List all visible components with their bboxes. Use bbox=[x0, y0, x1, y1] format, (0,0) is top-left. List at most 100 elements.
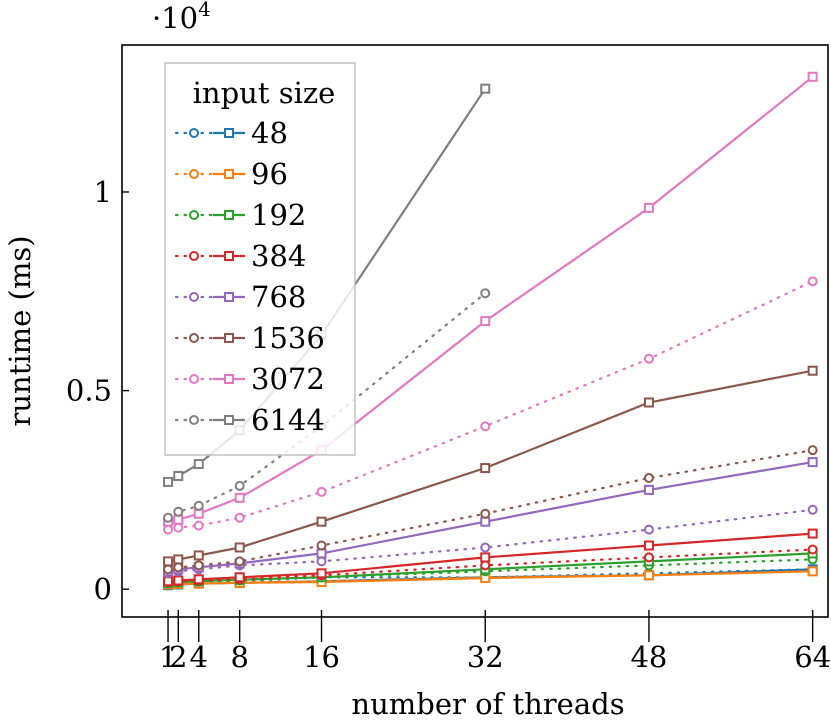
x-tick-label: 64 bbox=[794, 640, 831, 674]
x-tick-label: 4 bbox=[190, 640, 208, 674]
series-1536 bbox=[163, 365, 818, 575]
series-96-square-point bbox=[807, 566, 818, 577]
series-6144-square-point bbox=[193, 459, 204, 470]
series-3072-square-point bbox=[193, 508, 204, 519]
legend-square-marker bbox=[224, 251, 234, 261]
series-384-circle-point bbox=[480, 560, 491, 571]
series-1536-square-point bbox=[193, 550, 204, 561]
series-96-solid-line bbox=[167, 570, 813, 586]
legend-circle-marker bbox=[189, 374, 199, 384]
series-384-dotted-line bbox=[166, 548, 814, 584]
plot-frame bbox=[121, 44, 829, 618]
series-1536-square-point bbox=[480, 463, 491, 474]
legend-label: 1536 bbox=[251, 321, 325, 355]
legend-label: 96 bbox=[251, 157, 288, 191]
series-768-circle-point bbox=[643, 524, 654, 535]
legend-entry-192: 192 bbox=[174, 198, 306, 232]
series-1536-circle-point bbox=[316, 540, 327, 551]
legend-circle-marker bbox=[189, 292, 199, 302]
series-3072-square-point bbox=[480, 316, 491, 327]
legend-entry-384: 384 bbox=[174, 239, 306, 273]
series-1536-square-point bbox=[163, 556, 174, 567]
series-384-square-point bbox=[173, 575, 184, 586]
x-tick-label: 1 bbox=[159, 640, 177, 674]
legend-circle-marker bbox=[189, 210, 199, 220]
series-96-square-point bbox=[643, 570, 654, 581]
legend-label: 192 bbox=[251, 198, 306, 232]
series-384-square-point bbox=[643, 540, 654, 551]
y-tick-label: 0 bbox=[94, 572, 112, 606]
series-768-circle-point bbox=[807, 504, 818, 515]
series-384-square-point bbox=[163, 576, 174, 587]
series-1536-square-point bbox=[316, 516, 327, 527]
y-tick-label: 0.5 bbox=[66, 374, 112, 408]
legend: input size 48 96 192 384 768 1536 3072 6144 bbox=[164, 62, 356, 456]
series-1536-circle-point bbox=[163, 564, 174, 575]
legend-square-marker bbox=[224, 169, 234, 179]
series-384-circle-point bbox=[807, 544, 818, 555]
series-384 bbox=[163, 528, 818, 588]
series-1536-circle-point bbox=[807, 445, 818, 456]
series-768-circle-point bbox=[480, 542, 491, 553]
legend-square-marker bbox=[224, 292, 234, 302]
series-768-square-point bbox=[316, 548, 327, 559]
legend-entry-3072: 3072 bbox=[174, 362, 325, 396]
series-768-solid-line bbox=[167, 461, 813, 573]
legend-entry-768: 768 bbox=[174, 280, 306, 314]
legend-circle-marker bbox=[189, 251, 199, 261]
legend-label: 384 bbox=[251, 239, 306, 273]
series-3072-circle-point bbox=[643, 353, 654, 364]
legend-entry-48: 48 bbox=[174, 116, 288, 150]
series-3072-circle-point bbox=[163, 524, 174, 535]
series-6144-circle-point bbox=[480, 288, 491, 299]
series-1536-square-point bbox=[807, 365, 818, 376]
legend-label: 768 bbox=[251, 280, 306, 314]
legend-title: input size bbox=[193, 76, 336, 110]
series-3072-circle-point bbox=[173, 522, 184, 533]
legend-circle-marker bbox=[189, 415, 199, 425]
x-tick-label: 32 bbox=[467, 640, 504, 674]
legend-entry-6144: 6144 bbox=[174, 403, 325, 437]
series-3072-square-point bbox=[234, 492, 245, 503]
legend-circle-marker bbox=[189, 169, 199, 179]
series-384-square-point bbox=[193, 574, 204, 585]
series-6144-circle-point bbox=[163, 512, 174, 523]
series-1536-circle-point bbox=[234, 556, 245, 567]
series-768-square-point bbox=[643, 484, 654, 495]
y-axis-ticks: 00.51 bbox=[66, 175, 129, 606]
legend-circle-marker bbox=[189, 333, 199, 343]
series-384-square-point bbox=[480, 552, 491, 563]
legend-label: 3072 bbox=[251, 362, 325, 396]
series-1536-circle-point bbox=[643, 472, 654, 483]
series-6144-circle-point bbox=[173, 506, 184, 517]
series-1536-circle-point bbox=[193, 560, 204, 571]
series-3072-circle-point bbox=[807, 276, 818, 287]
series-768-circle-point bbox=[316, 556, 327, 567]
series-384-square-point bbox=[807, 528, 818, 539]
series-6144-square-point bbox=[480, 83, 491, 94]
series-3072-square-point bbox=[173, 514, 184, 525]
legend-entry-96: 96 bbox=[174, 157, 288, 191]
legend-square-marker bbox=[224, 333, 234, 343]
series-768-square-point bbox=[480, 516, 491, 527]
series-3072-circle-point bbox=[193, 520, 204, 531]
series-3072 bbox=[163, 71, 818, 535]
series-1536-square-point bbox=[173, 554, 184, 565]
series-1536-circle-point bbox=[173, 562, 184, 573]
series-768-square-point bbox=[807, 457, 818, 468]
y-axis-multiplier: ·104 bbox=[152, 0, 211, 35]
x-axis-ticks: 12 4 8 16 32 48 64 bbox=[159, 610, 831, 674]
series-768 bbox=[163, 457, 818, 579]
series-1536-dotted-line bbox=[166, 449, 814, 571]
x-tick-label: 2 bbox=[169, 640, 187, 674]
series-6144-circle-point bbox=[234, 480, 245, 491]
series-6144-square-point bbox=[163, 476, 174, 487]
series-384-circle-point bbox=[643, 552, 654, 563]
legend-circle-marker bbox=[189, 128, 199, 138]
legend-square-marker bbox=[224, 210, 234, 220]
plot-series bbox=[163, 71, 818, 591]
series-3072-circle-point bbox=[234, 512, 245, 523]
series-1536-square-point bbox=[234, 542, 245, 553]
legend-square-marker bbox=[224, 128, 234, 138]
